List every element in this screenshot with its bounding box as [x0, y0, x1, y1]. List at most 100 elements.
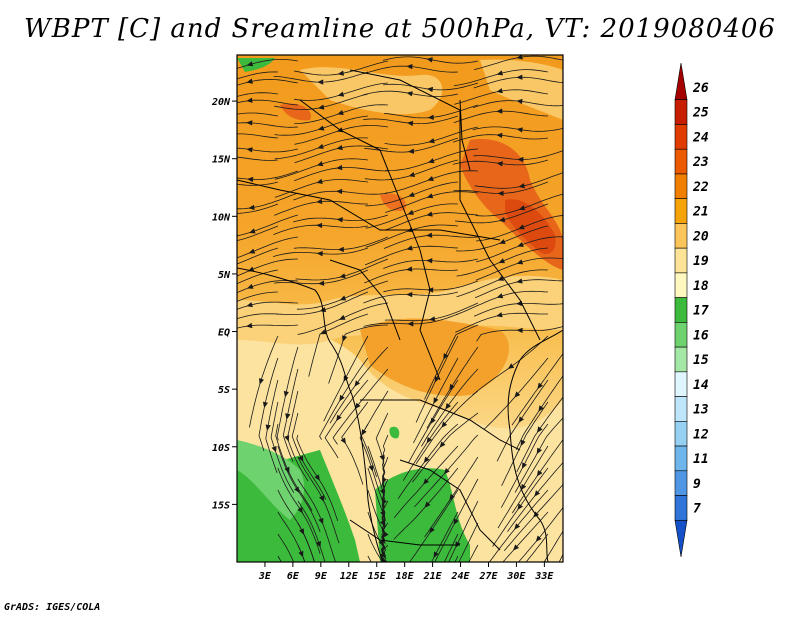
streamline-arrow: [285, 413, 291, 420]
y-tick-label: 15N: [212, 155, 231, 166]
streamline-arrow: [316, 222, 323, 228]
streamline: [381, 544, 389, 562]
streamline-arrow: [337, 91, 345, 97]
streamline-arrow: [426, 86, 434, 93]
streamline-arrow: [496, 312, 503, 318]
streamline-arrow: [317, 144, 324, 149]
streamline-arrow: [516, 98, 523, 105]
colorbar-label: 16: [693, 328, 709, 343]
streamline-arrow: [496, 108, 503, 114]
streamline-arrow: [228, 78, 233, 82]
x-tick-label: 30E: [506, 571, 526, 582]
streamline-arrow: [426, 193, 434, 199]
streamline-arrow: [283, 390, 289, 398]
streamline-arrow: [516, 74, 523, 80]
colorbar-label: 18: [693, 279, 709, 294]
streamline-arrow: [518, 224, 525, 230]
streamline: [367, 533, 383, 562]
colorbar-swatch: [674, 247, 688, 274]
streamline-arrow: [454, 584, 458, 590]
streamline-arrow: [336, 217, 343, 223]
streamline-arrow: [536, 426, 543, 433]
streamline-arrow: [227, 113, 232, 117]
streamline-arrow: [316, 251, 323, 257]
streamline-arrow: [433, 551, 439, 558]
streamline-arrow: [336, 165, 343, 171]
streamline-arrow: [428, 138, 435, 144]
colorbar-swatch: [674, 198, 688, 224]
wbpt-region-central: [360, 318, 509, 396]
wbpt-region-green-light: [237, 440, 305, 520]
streamline-arrow: [516, 278, 523, 284]
streamline-arrow: [496, 132, 503, 138]
streamline-arrow: [406, 292, 413, 298]
colorbar-swatch: [674, 495, 688, 521]
east-coastline: [507, 329, 563, 562]
streamline: [237, 291, 278, 302]
colorbar-swatch: [674, 421, 688, 447]
streamline-arrow: [317, 125, 325, 131]
streamline: [468, 544, 479, 562]
border-6: [349, 519, 460, 546]
streamline-arrow: [339, 295, 347, 301]
border-1: [299, 99, 441, 381]
y-tick-label: EQ: [218, 328, 230, 339]
streamline-arrow: [426, 258, 433, 264]
colorbar-label: 15: [693, 353, 709, 368]
streamline-arrow: [406, 120, 414, 127]
streamline-arrow: [456, 563, 460, 568]
streamline-arrow: [496, 70, 503, 76]
x-tick-label: 6E: [287, 571, 300, 582]
streamline-arrow: [520, 439, 526, 447]
colorbar-label: 25: [692, 106, 709, 121]
streamline-arrow: [517, 156, 524, 163]
streamline: [380, 522, 389, 562]
streamline-arrow: [354, 380, 360, 387]
streamline-arrow: [518, 205, 526, 211]
streamline-arrow: [246, 78, 253, 84]
colorbar-swatch: [674, 445, 688, 472]
colorbar-label: 14: [693, 378, 709, 393]
colorbar-label: 23: [692, 155, 709, 170]
streamline-arrow: [314, 474, 320, 481]
streamline-arrow: [246, 284, 254, 289]
wbpt-region-green-ne: [237, 58, 275, 72]
colorbar-label: 9: [693, 477, 701, 492]
streamline-arrow: [314, 565, 318, 570]
x-tick-label: 27E: [478, 571, 498, 582]
streamline-arrow: [536, 470, 543, 477]
streamline: [277, 533, 294, 562]
streamline-arrow: [427, 287, 434, 293]
streamline: [237, 313, 278, 320]
streamlines: [227, 55, 563, 590]
streamline-arrow: [228, 318, 234, 322]
streamline-arrow: [537, 382, 543, 390]
streamline-arrow: [453, 518, 459, 525]
border-7: [459, 99, 471, 171]
x-tick-label: 12E: [340, 571, 359, 582]
map-frame: [236, 54, 564, 563]
streamline-arrow: [259, 378, 264, 385]
streamline-arrow: [339, 395, 345, 402]
streamline-arrow: [247, 176, 254, 183]
streamline-arrow: [227, 182, 232, 186]
streamline-arrow: [407, 210, 414, 215]
x-tick-label: 24E: [451, 571, 471, 582]
border-4: [360, 399, 521, 451]
streamline: [237, 225, 279, 241]
colorbar-label: 20: [692, 229, 709, 244]
border-8: [329, 259, 401, 341]
colorbar-label: 12: [693, 427, 709, 442]
streamline-arrow: [514, 391, 521, 398]
streamline: [237, 247, 279, 265]
colorbar-swatch: [674, 371, 688, 397]
x-tick-label: 9E: [315, 571, 328, 582]
streamline-arrow: [271, 446, 277, 453]
streamline: [443, 533, 459, 562]
streamline-arrow: [317, 104, 325, 110]
streamline-arrow: [230, 239, 235, 243]
streamline-arrow: [521, 462, 527, 469]
streamline-arrow: [284, 435, 290, 442]
streamline-arrow: [318, 517, 324, 525]
streamline-arrow: [429, 527, 435, 534]
